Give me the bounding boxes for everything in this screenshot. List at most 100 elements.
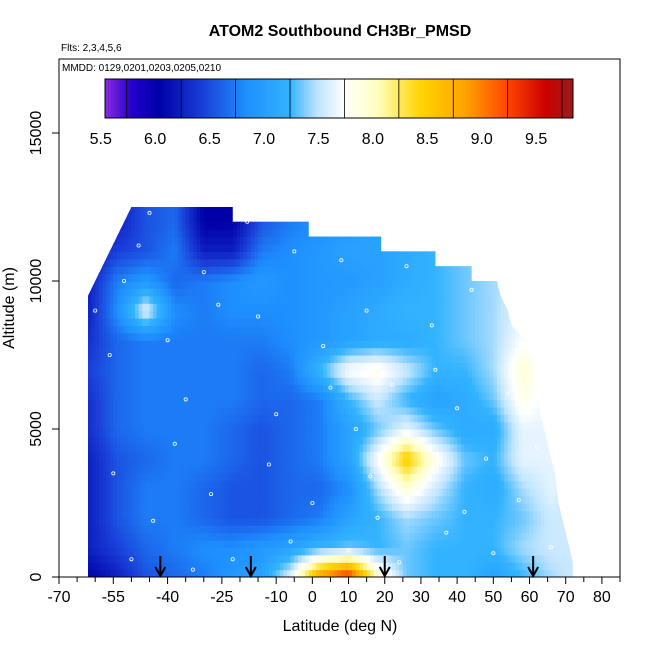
heatmap-cell	[185, 406, 190, 415]
heatmap-cell	[247, 480, 252, 489]
heatmap-cell	[236, 273, 241, 282]
heatmap-cell	[442, 517, 447, 526]
heatmap-cell	[424, 258, 429, 267]
heatmap-cell	[225, 554, 230, 563]
heatmap-cell	[211, 488, 216, 497]
heatmap-cell	[344, 258, 350, 267]
heatmap-cell	[334, 266, 339, 275]
heatmap-cell	[355, 244, 361, 252]
heatmap-cell	[326, 377, 332, 386]
heatmap-cell	[211, 303, 216, 312]
heatmap-cell	[106, 355, 111, 363]
heatmap-cell	[366, 510, 371, 519]
heatmap-cell	[203, 384, 208, 393]
heatmap-cell	[305, 362, 310, 371]
heatmap-cell	[399, 429, 404, 437]
heatmap-cell	[341, 473, 346, 482]
heatmap-cell	[113, 377, 118, 386]
heatmap-cell	[334, 473, 339, 482]
heatmap-cell	[308, 340, 313, 349]
heatmap-cell	[200, 221, 205, 230]
heatmap-cell	[153, 281, 158, 289]
heatmap-cell	[326, 325, 332, 334]
heatmap-cell	[261, 510, 266, 519]
heatmap-cell	[355, 377, 361, 386]
heatmap-cell	[189, 310, 194, 319]
heatmap-cell	[326, 392, 332, 400]
heatmap-cell	[279, 325, 284, 334]
heatmap-cell	[391, 525, 397, 534]
heatmap-cell	[203, 340, 208, 349]
heatmap-cell	[283, 266, 288, 275]
heatmap-cell	[265, 310, 270, 319]
heatmap-cell	[211, 281, 216, 289]
heatmap-cell	[145, 488, 151, 497]
heatmap-cell	[352, 355, 357, 363]
heatmap-cell	[308, 318, 313, 326]
heatmap-cell	[337, 458, 342, 467]
heatmap-cell	[431, 466, 437, 474]
heatmap-cell	[142, 503, 147, 511]
heatmap-cell	[120, 362, 125, 371]
heatmap-cell	[163, 244, 169, 252]
heatmap-cell	[381, 495, 386, 504]
heatmap-cell	[431, 414, 437, 423]
heatmap-cell	[247, 288, 252, 297]
heatmap-cell	[211, 399, 216, 408]
heatmap-cell	[312, 495, 317, 504]
heatmap-cell	[326, 525, 332, 534]
heatmap-cell	[120, 503, 125, 511]
heatmap-cell	[95, 325, 100, 334]
heatmap-cell	[279, 214, 284, 223]
heatmap-cell	[355, 340, 361, 349]
heatmap-cell	[171, 495, 176, 504]
heatmap-cell	[319, 318, 324, 326]
heatmap-cell	[218, 251, 223, 260]
heatmap-cell	[239, 532, 245, 541]
heatmap-cell	[98, 295, 104, 304]
heatmap-cell	[247, 310, 252, 319]
heatmap-cell	[388, 473, 393, 482]
heatmap-cell	[312, 466, 317, 474]
heatmap-cell	[232, 244, 237, 252]
heatmap-cell	[323, 429, 328, 437]
heatmap-cell	[431, 266, 437, 275]
heatmap-cell	[276, 443, 281, 452]
heatmap-cell	[446, 244, 451, 252]
heatmap-cell	[384, 495, 389, 504]
heatmap-cell	[192, 510, 198, 519]
heatmap-cell	[203, 236, 208, 245]
heatmap-cell	[116, 510, 122, 519]
heatmap-cell	[95, 244, 100, 252]
heatmap-cell	[185, 517, 190, 526]
heatmap-cell	[410, 569, 415, 577]
heatmap-cell	[160, 503, 165, 511]
heatmap-cell	[236, 258, 241, 267]
heatmap-cell	[196, 569, 201, 577]
heatmap-cell	[330, 318, 335, 326]
heatmap-cell	[406, 414, 411, 423]
heatmap-cell	[323, 325, 328, 334]
heatmap-cell	[232, 369, 237, 378]
heatmap-cell	[287, 355, 292, 363]
heatmap-cell	[102, 318, 107, 326]
heatmap-cell	[420, 540, 426, 548]
heatmap-cell	[174, 266, 180, 275]
heatmap-cell	[135, 384, 140, 393]
heatmap-cell	[417, 229, 422, 238]
heatmap-cell	[312, 503, 317, 511]
heatmap-cell	[373, 310, 379, 319]
heatmap-cell	[225, 540, 230, 548]
heatmap-cell	[250, 310, 256, 319]
heatmap-cell	[239, 414, 245, 423]
heatmap-cell	[381, 214, 386, 223]
heatmap-cell	[352, 214, 357, 223]
heatmap-cell	[145, 436, 151, 445]
heatmap-cell	[377, 443, 382, 452]
heatmap-cell	[272, 443, 277, 452]
heatmap-cell	[192, 458, 198, 467]
heatmap-cell	[174, 569, 180, 577]
heatmap-cell	[265, 266, 270, 275]
heatmap-cell	[334, 495, 339, 504]
heatmap-cell	[305, 547, 310, 556]
